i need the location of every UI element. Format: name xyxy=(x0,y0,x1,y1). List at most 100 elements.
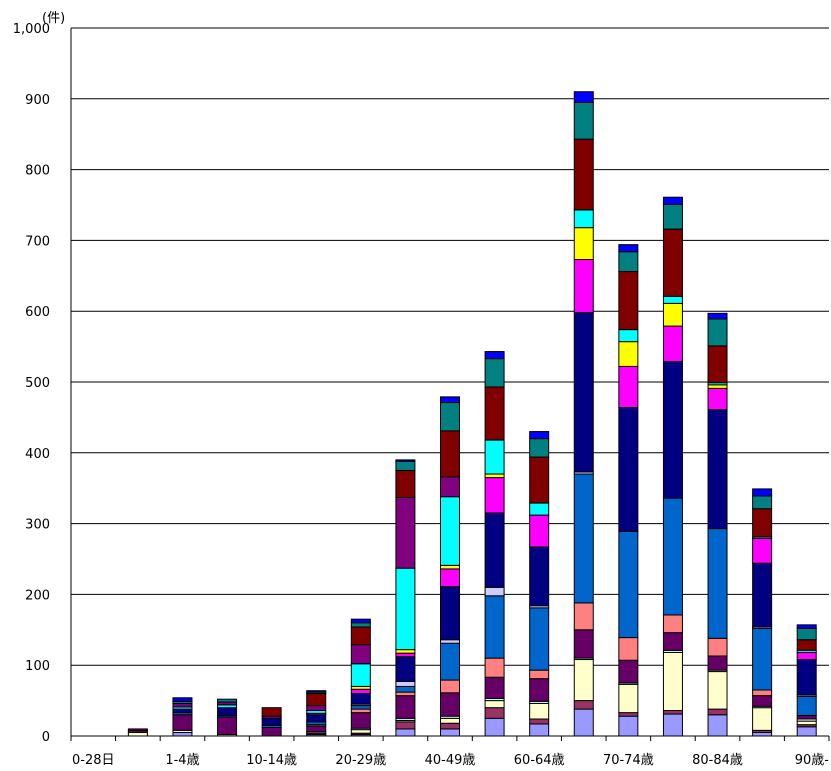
bar-segment xyxy=(662,710,683,715)
y-tick-label: 600 xyxy=(25,305,50,320)
bar-segment xyxy=(350,663,371,687)
bar-segment xyxy=(796,726,817,737)
bar-segment xyxy=(395,656,416,682)
bar-segment xyxy=(484,351,505,360)
x-tick-label: 20-29歳 xyxy=(335,753,386,768)
bar-segment xyxy=(752,689,773,697)
bar-segment xyxy=(484,717,505,737)
bar-segment xyxy=(573,227,594,261)
bar-segment xyxy=(306,705,327,712)
axes: 0 100 200 300 400 500 600 700 800 900 1,000 0-28日 1-… xyxy=(13,22,830,768)
bar-segment xyxy=(172,708,193,714)
bar-segment xyxy=(484,657,505,678)
bar-stack-11 xyxy=(573,91,594,737)
bar-stack-7 xyxy=(395,459,416,737)
bar-segment xyxy=(707,637,728,657)
bar-stack-13 xyxy=(662,196,683,737)
y-tick-label: 400 xyxy=(25,447,50,462)
bar-segment xyxy=(350,729,371,734)
bar-segment xyxy=(796,624,817,629)
bar-stack-15 xyxy=(752,488,773,737)
bar-segment xyxy=(529,514,550,548)
bar-segment xyxy=(752,707,773,731)
bar-segment xyxy=(395,728,416,737)
y-tick-label: 0 xyxy=(42,730,50,745)
bar-segment xyxy=(573,91,594,103)
x-tick-label: 1-4歳 xyxy=(165,753,199,768)
bar-segment xyxy=(484,595,505,659)
bar-segment xyxy=(752,695,773,707)
bar-stack-6 xyxy=(350,618,371,737)
bar-segment xyxy=(573,602,594,631)
bar-stack-16 xyxy=(796,624,817,737)
bar-segment xyxy=(395,496,416,569)
bar-segment xyxy=(395,460,416,471)
bar-segment xyxy=(796,627,817,641)
bar-stack-5 xyxy=(306,690,327,737)
bar-segment xyxy=(217,707,238,716)
bar-segment xyxy=(707,409,728,530)
bar-segment xyxy=(707,655,728,671)
bar-segment xyxy=(618,251,639,273)
bar-segment xyxy=(484,676,505,699)
bar-segment xyxy=(618,271,639,331)
bar-segment xyxy=(484,477,505,514)
bar-segment xyxy=(261,717,282,726)
bar-segment xyxy=(350,708,371,714)
bar-segment xyxy=(662,203,683,230)
bar-segment xyxy=(172,731,193,737)
bar-stack-12 xyxy=(618,244,639,737)
bar-segment xyxy=(618,244,639,253)
bar-segment xyxy=(440,722,460,730)
bar-segment xyxy=(350,705,371,710)
bar-segment xyxy=(662,360,683,499)
bar-segment xyxy=(529,431,550,440)
bar-segment xyxy=(440,728,460,737)
bar-segment xyxy=(484,700,505,709)
grid-lines xyxy=(71,27,829,666)
bar-segment xyxy=(440,496,460,566)
bar-segment xyxy=(618,406,639,532)
bar-segment xyxy=(395,470,416,498)
x-tick-label: 70-74歳 xyxy=(603,753,654,768)
bar-segment xyxy=(573,700,594,710)
bar-segment xyxy=(707,671,728,710)
bar-segment xyxy=(707,714,728,737)
bar-stack-4 xyxy=(261,707,282,737)
bar-segment xyxy=(529,607,550,671)
y-tick-label: 700 xyxy=(25,234,50,249)
y-tick-label: 200 xyxy=(25,588,50,603)
bar-segment xyxy=(662,295,683,304)
bar-stack-1 xyxy=(127,728,148,737)
bar-segment xyxy=(662,497,683,616)
bar-segment xyxy=(796,651,817,661)
bar-segment xyxy=(573,312,594,473)
bar-stack-9 xyxy=(484,351,505,737)
bar-segment xyxy=(796,659,817,696)
bar-segment xyxy=(529,456,550,504)
bar-segment xyxy=(484,512,505,588)
bar-segment xyxy=(662,196,683,205)
bar-segment xyxy=(618,530,639,639)
bar-segment xyxy=(350,644,371,665)
bar-segment xyxy=(662,713,683,737)
bar-segment xyxy=(707,387,728,411)
bar-segment xyxy=(662,632,683,651)
bar-segment xyxy=(395,680,416,687)
bar-segment xyxy=(127,728,148,731)
bar-segment xyxy=(796,720,817,726)
bar-segment xyxy=(440,639,460,644)
bar-segment xyxy=(306,693,327,707)
bar-segment xyxy=(395,685,416,693)
bar-segment xyxy=(796,714,817,720)
bar-segment xyxy=(395,691,416,697)
bar-segment xyxy=(707,318,728,347)
bar-segment xyxy=(484,586,505,597)
bar-segment xyxy=(484,439,505,475)
bar-segment xyxy=(350,712,371,729)
bar-segment xyxy=(529,702,550,720)
bar-segment xyxy=(662,651,683,712)
bar-segment xyxy=(261,727,282,737)
y-tick-label: 800 xyxy=(25,164,50,179)
